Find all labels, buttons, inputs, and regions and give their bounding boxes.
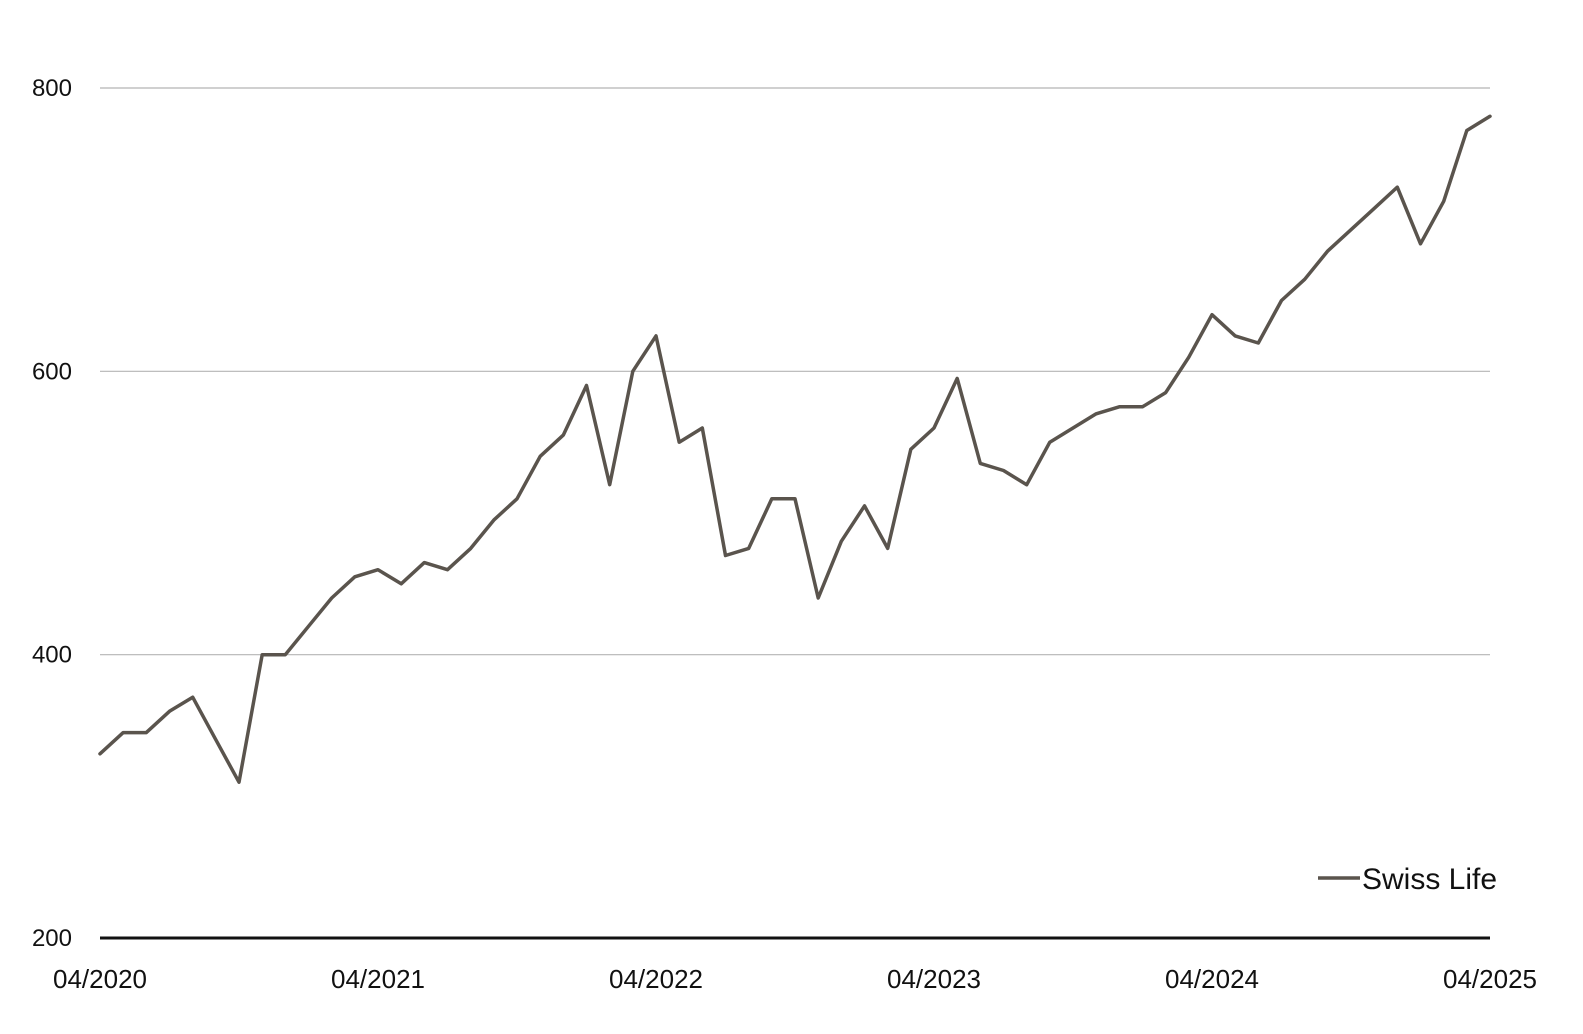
legend-label-swiss-life: Swiss Life bbox=[1362, 863, 1497, 896]
y-tick-label: 600 bbox=[32, 358, 72, 385]
x-tick-label: 04/2020 bbox=[53, 964, 147, 994]
y-tick-label: 400 bbox=[32, 642, 72, 669]
gridlines bbox=[100, 87, 1490, 656]
y-axis-ticks: 800 600 400 200 bbox=[32, 75, 72, 952]
x-tick-label: 04/2021 bbox=[331, 964, 425, 994]
y-tick-label: 800 bbox=[32, 75, 72, 102]
y-tick-label: 200 bbox=[32, 925, 72, 952]
x-axis-ticks: 04/2020 04/2021 04/2022 04/2023 04/2024 04/20… bbox=[53, 964, 1537, 994]
x-tick-label: 04/2024 bbox=[1165, 964, 1259, 994]
x-tick-label: 04/2025 bbox=[1443, 964, 1537, 994]
legend: Swiss Life bbox=[1318, 863, 1497, 896]
x-tick-label: 04/2022 bbox=[609, 964, 703, 994]
series-line-swiss-life bbox=[98, 114, 1492, 784]
x-tick-label: 04/2023 bbox=[887, 964, 981, 994]
